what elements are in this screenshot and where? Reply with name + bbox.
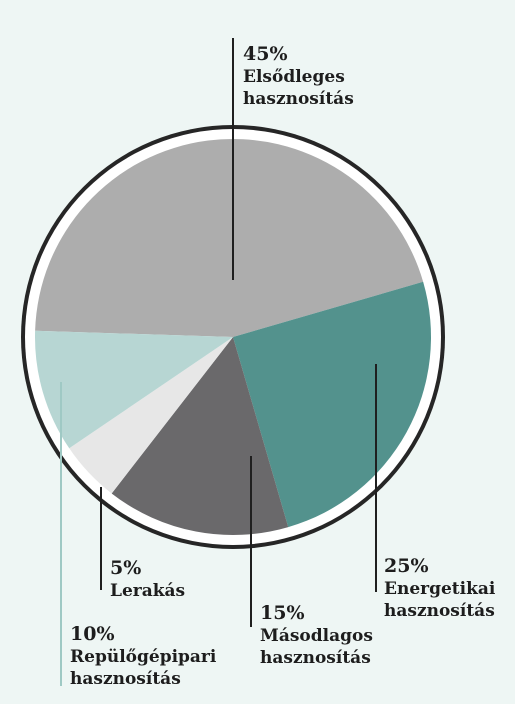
pie-slice-2 (233, 281, 431, 528)
slice-2-percent-label: 25% (384, 555, 429, 577)
slice-1-label-line-1: Elsődleges (243, 67, 345, 87)
slice-5-label-line-1: Repülőgépipari (70, 647, 217, 667)
slice-4-label-line-1: Lerakás (110, 581, 185, 601)
slice-2-label-line-2: hasznosítás (384, 601, 495, 621)
slice-3-percent-label: 15% (260, 602, 305, 624)
slice-5-label-line-2: hasznosítás (70, 669, 181, 689)
slice-2-label-line-1: Energetikai (384, 579, 496, 599)
slice-3-label-line-1: Másodlagos (260, 626, 373, 646)
pie-slice-5 (35, 330, 233, 449)
slice-5-percent-label: 10% (70, 623, 115, 645)
slice-1-label-line-2: hasznosítás (243, 89, 354, 109)
pie-slice-4 (69, 337, 234, 494)
slice-3-label-line-2: hasznosítás (260, 648, 371, 668)
pie-slice-3 (111, 337, 289, 535)
slice-4-percent-label: 5% (110, 557, 141, 579)
slice-1-percent-label: 45% (243, 43, 288, 65)
pie-slice-1 (35, 139, 424, 337)
